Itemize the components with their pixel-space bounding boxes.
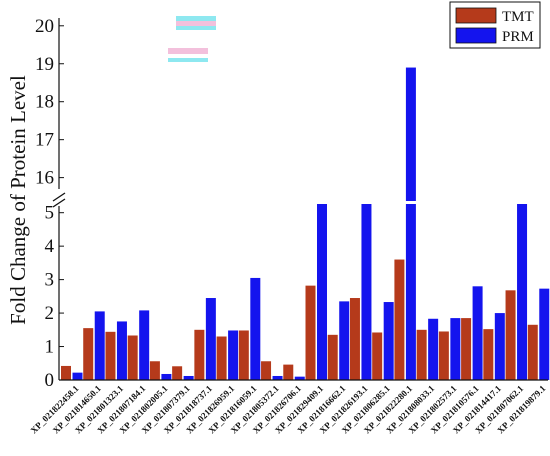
bar-tmt-2: [105, 331, 116, 380]
bar-tmt-1: [83, 328, 94, 380]
bar-tmt-7: [216, 336, 227, 380]
bar-prm-18: [472, 286, 483, 380]
bar-tmt-12: [327, 334, 338, 380]
bar-prm-0: [72, 372, 83, 380]
bar-tmt-15: [394, 259, 405, 380]
bar-prm-20: [517, 204, 528, 380]
axes: [52, 18, 548, 381]
artifact-pink: [176, 21, 216, 26]
bar-prm-1: [94, 311, 105, 380]
axis-break-mark-2: [52, 198, 66, 208]
bar-tmt-13: [349, 298, 360, 380]
bar-tmt-9: [261, 361, 272, 380]
legend-swatch-prm: [455, 27, 497, 44]
bar-tmt-5: [172, 366, 183, 380]
artifacts: [168, 16, 216, 62]
artifact-cyan-2: [176, 26, 216, 30]
y-tick-label-lower-2: 2: [45, 303, 55, 324]
bar-tmt-18: [461, 318, 472, 380]
bar-tmt-4: [149, 361, 160, 380]
bar-prm-8: [250, 277, 261, 380]
y-tick-label-lower-5: 5: [45, 203, 55, 224]
y-tick-label-upper-1: 17: [35, 130, 54, 151]
y-tick-label-upper-2: 18: [35, 92, 54, 113]
artifact-cyan-3: [168, 58, 208, 62]
bar-tmt-20: [505, 290, 516, 380]
bar-prm-9: [272, 375, 283, 380]
bar-prm-12: [339, 301, 350, 380]
y-tick-label-lower-1: 1: [45, 337, 55, 358]
y-axis-title: Fold Change of Protein Level: [6, 75, 30, 325]
bar-prm-7: [228, 330, 239, 380]
legend-swatch-tmt: [455, 7, 497, 24]
bars: [61, 67, 550, 380]
artifact-pink-2: [168, 48, 208, 54]
bar-tmt-19: [483, 329, 494, 380]
bar-prm-11: [317, 204, 327, 380]
y-tick-label-lower-3: 3: [45, 270, 55, 291]
ticks: 0 1 2 3 4 5 16 17 18 19 20: [35, 16, 64, 391]
bar-prm-19: [494, 313, 505, 380]
bar-prm-13: [361, 204, 372, 380]
bar-prm-3: [139, 310, 150, 380]
bar-prm-6: [205, 298, 216, 380]
bar-tmt-16: [416, 329, 427, 380]
category-labels: XP_021822458.1XP_021814650.1XP_021801323…: [28, 383, 547, 436]
bar-prm-16: [428, 318, 439, 380]
bar-prm-10: [294, 376, 305, 380]
bar-tmt-0: [61, 365, 71, 380]
bar-tmt-6: [194, 329, 205, 380]
axis-break-mark-1: [52, 192, 66, 202]
legend-label-tmt: TMT: [502, 9, 534, 25]
bar-prm-4: [161, 373, 172, 380]
bar-prm-2: [116, 321, 127, 380]
bar-tmt-14: [372, 332, 383, 380]
bar-tmt-21: [527, 324, 538, 380]
y-tick-label-lower-4: 4: [45, 236, 55, 257]
bar-tmt-8: [238, 330, 249, 380]
y-tick-label-upper-4: 20: [35, 16, 54, 37]
bar-prm-15-lower: [405, 204, 416, 380]
bar-prm-17: [450, 318, 461, 380]
bar-tmt-11: [305, 285, 316, 380]
bar-tmt-17: [438, 331, 449, 380]
artifact-cyan: [176, 16, 216, 21]
bar-tmt-3: [127, 335, 138, 380]
bar-prm-21: [539, 288, 550, 380]
y-tick-label-upper-0: 16: [35, 168, 54, 189]
bar-tmt-10: [283, 364, 294, 380]
bar-prm-15-upper: [405, 67, 416, 201]
bar-prm-14: [383, 302, 394, 380]
y-tick-label-lower-0: 0: [45, 370, 55, 391]
y-tick-label-upper-3: 19: [35, 54, 54, 75]
legend-label-prm: PRM: [502, 29, 534, 45]
legend: TMT PRM: [449, 1, 541, 49]
bar-prm-5: [183, 375, 194, 380]
